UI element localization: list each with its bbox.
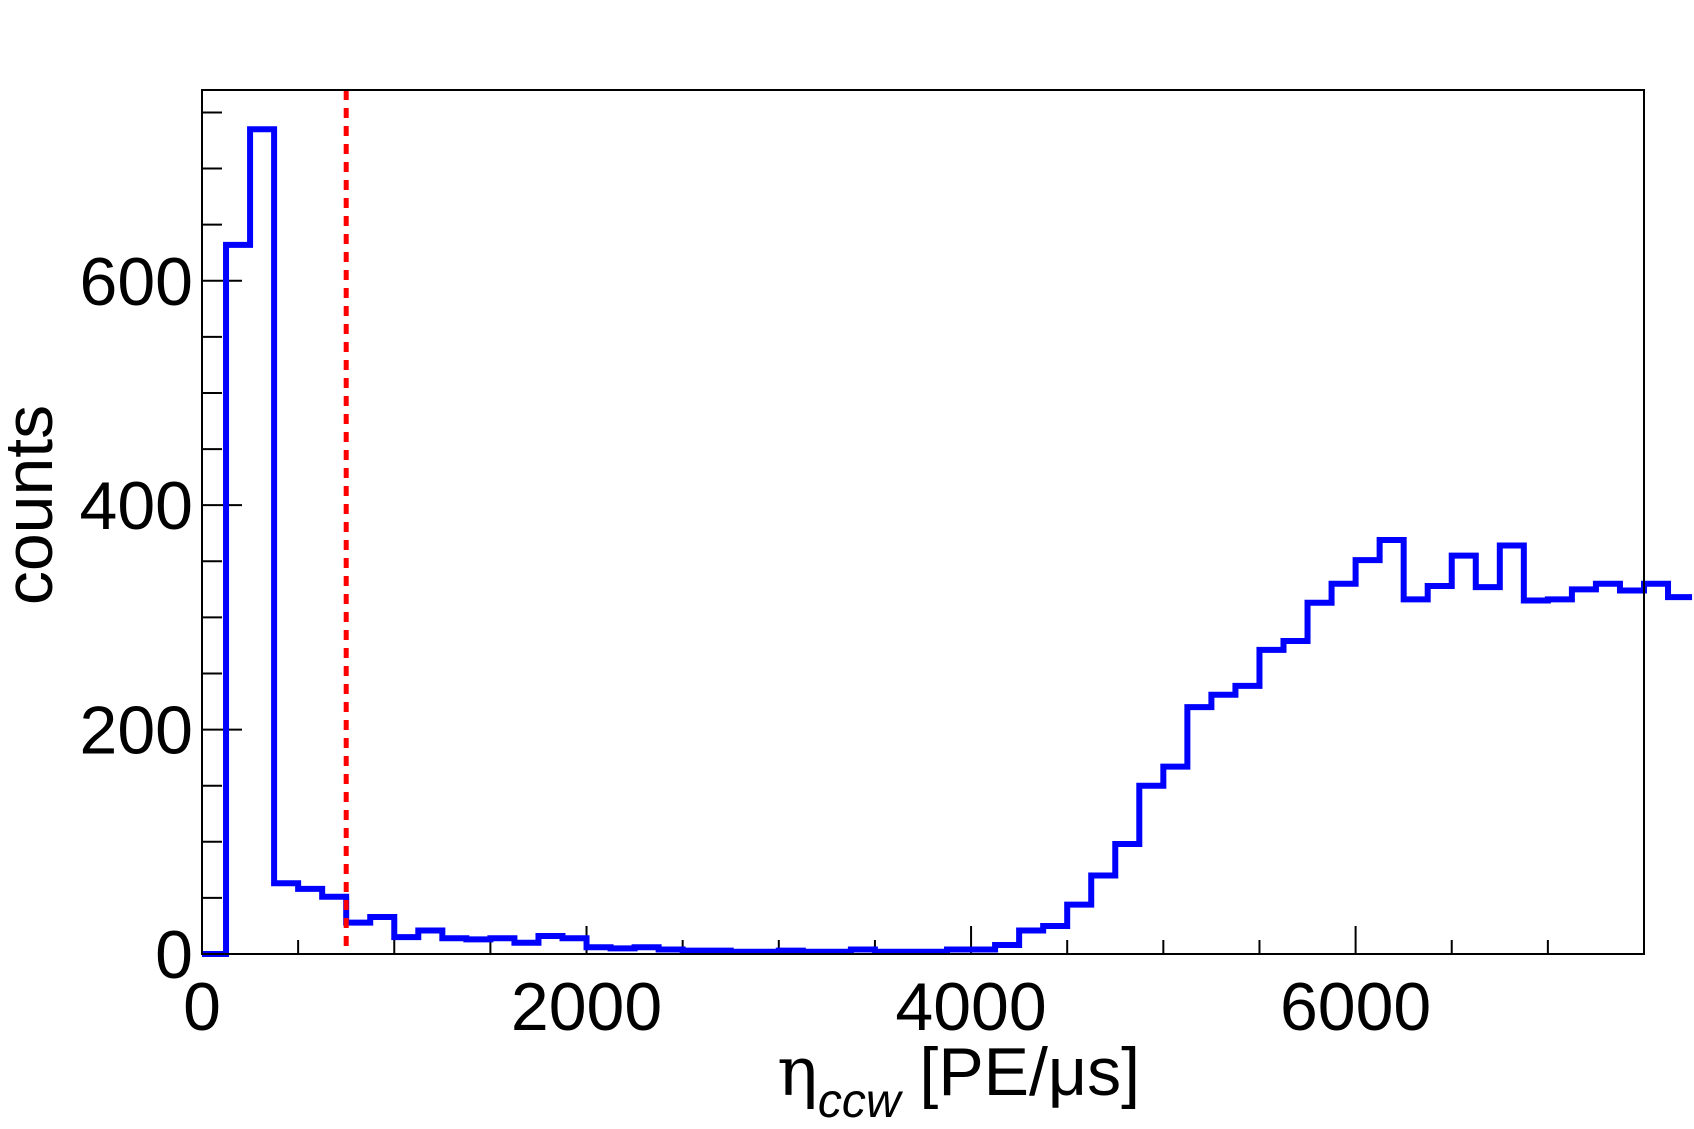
y-tick-label: 200 xyxy=(80,693,193,769)
x-tick-labels: 0 2000 4000 6000 xyxy=(183,969,1431,1045)
x-tick-label: 0 xyxy=(183,969,221,1045)
plot-frame xyxy=(201,89,1645,955)
x-axis-title: ηccw [PE/μs] xyxy=(777,1033,1140,1128)
x-axis-symbol: η xyxy=(777,1033,818,1112)
x-tick-label: 4000 xyxy=(895,969,1046,1045)
y-tick-label: 400 xyxy=(80,468,193,544)
x-tick-label: 2000 xyxy=(511,969,662,1045)
y-tick-labels: 0 200 400 600 xyxy=(80,244,193,993)
x-tick-label: 6000 xyxy=(1280,969,1431,1045)
histogram-series-line xyxy=(202,126,1693,957)
y-axis-title: counts xyxy=(0,405,67,605)
x-axis-unit: [PE/μs] xyxy=(901,1034,1140,1110)
x-axis-subscript: ccw xyxy=(818,1075,904,1128)
y-minor-ticks xyxy=(202,111,222,899)
y-tick-label: 0 xyxy=(155,917,193,993)
y-tick-label: 600 xyxy=(80,244,193,320)
